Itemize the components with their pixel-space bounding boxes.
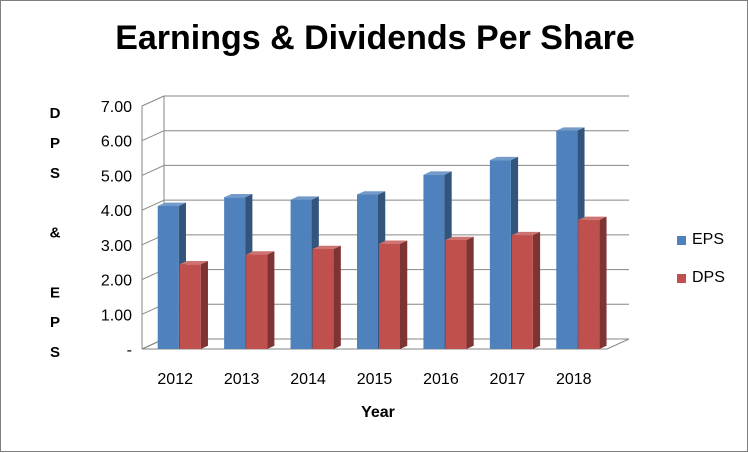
x-tick-label: 2018 <box>556 371 592 388</box>
bar-top <box>578 216 607 220</box>
bar-front <box>578 219 600 349</box>
bar-front <box>423 174 445 349</box>
y-axis-title: DPS&EPS <box>50 105 61 361</box>
bar-side <box>599 216 607 349</box>
x-tick-label: 2013 <box>224 371 260 388</box>
bar-side <box>200 260 208 349</box>
bar-top <box>379 240 408 244</box>
y-axis-title-char: S <box>50 165 60 182</box>
y-axis-title-char: D <box>50 105 61 122</box>
bar-dps-2015 <box>379 240 408 349</box>
chart-title: Earnings & Dividends Per Share <box>115 19 635 57</box>
y-axis-title-char: & <box>50 225 61 242</box>
bar-top <box>445 236 474 240</box>
bar-dps-2014 <box>312 245 341 349</box>
legend-swatch-dps <box>677 274 686 283</box>
bar-top <box>224 193 253 198</box>
y-tick-label: 3.00 <box>101 238 132 255</box>
x-tick-label: 2012 <box>157 371 193 388</box>
bar-top <box>511 231 541 236</box>
bar-dps-2016 <box>445 236 474 349</box>
bar-front <box>489 160 511 349</box>
bar-front <box>312 249 334 349</box>
bar-dps-2017 <box>511 231 541 349</box>
bar-top <box>179 260 208 265</box>
bar-front <box>246 254 268 349</box>
bar-top <box>556 127 585 131</box>
side-wall-gridline <box>141 95 165 107</box>
x-tick-label: 2017 <box>490 371 526 388</box>
bar-front <box>511 235 533 349</box>
bar-side <box>400 240 408 349</box>
x-tick-label: 2015 <box>357 371 393 388</box>
bar-dps-2018 <box>578 216 607 349</box>
bar-front <box>445 239 467 349</box>
bar-side <box>532 231 541 349</box>
bar-top <box>246 251 275 255</box>
y-axis-title-char: P <box>50 314 60 331</box>
bar-front <box>290 199 312 349</box>
bar-front <box>556 130 578 349</box>
bar-top <box>312 245 341 250</box>
bar-side <box>333 245 341 349</box>
y-axis-title-char: P <box>50 135 60 152</box>
legend-swatch-eps <box>677 236 686 245</box>
x-tick-label: 2016 <box>423 371 459 388</box>
legend-label-dps: DPS <box>692 269 725 286</box>
y-tick-label: 6.00 <box>101 134 132 151</box>
bar-side <box>466 236 474 349</box>
y-tick-label: 1.00 <box>101 307 132 324</box>
bar-top <box>290 196 319 200</box>
side-wall-gridline <box>141 164 165 176</box>
bar-front <box>157 205 179 349</box>
legend-label-eps: EPS <box>692 231 725 248</box>
bar-front <box>357 194 378 349</box>
bar-top <box>357 191 386 195</box>
bar-top <box>423 171 452 175</box>
bar-front <box>179 264 201 349</box>
y-tick-label: 5.00 <box>101 168 132 185</box>
bar-side <box>267 251 275 349</box>
x-tick-label: 2014 <box>290 371 326 388</box>
y-tick-label: 4.00 <box>101 203 132 220</box>
x-axis-title: Year <box>361 404 395 421</box>
bar-dps-2013 <box>246 251 275 349</box>
axis-ticks: - 1.00 2.00 3.00 4.00 5.00 6.00 7.00 2012 2013 201… <box>101 99 592 388</box>
bars <box>157 127 607 350</box>
y-tick-label: - <box>127 342 132 359</box>
bar-dps-2012 <box>179 260 208 349</box>
bar-top <box>157 202 186 206</box>
side-wall-gridline <box>141 130 165 142</box>
y-tick-label: 2.00 <box>101 273 132 290</box>
y-axis-title-char: E <box>50 284 60 301</box>
bar-front <box>224 197 246 349</box>
y-tick-label: 7.00 <box>101 99 132 116</box>
bar-top <box>489 156 519 161</box>
bar-front <box>379 243 400 349</box>
side-wall-gridline <box>141 199 165 211</box>
y-axis-title-char: S <box>50 344 60 361</box>
